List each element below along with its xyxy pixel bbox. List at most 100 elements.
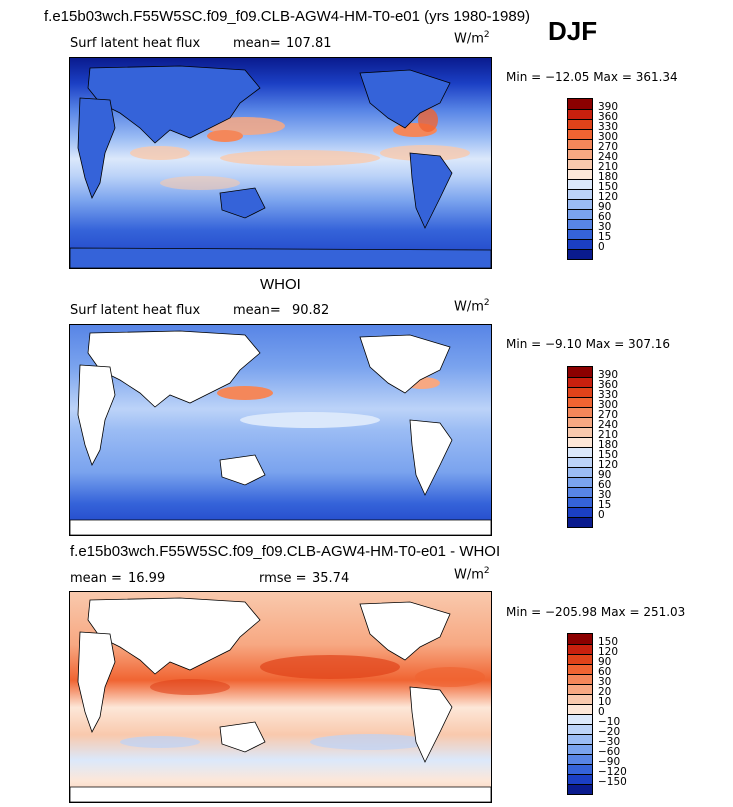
panel3-cbar-bin — [568, 664, 592, 674]
panel2-variable: Surf latent heat flux — [70, 303, 201, 318]
panel1-cbar-bin — [568, 119, 592, 129]
panel1-cbar-bin — [568, 219, 592, 229]
panel3-map — [69, 591, 492, 803]
panel3-cbar-tick: −90 — [598, 756, 621, 768]
panel2-minmax: Min = −9.10 Max = 307.16 — [506, 337, 671, 351]
panel3-cbar-tick: −10 — [598, 716, 621, 728]
panel3-cbar-bin — [568, 654, 592, 664]
panel2-cbar-tick: 300 — [598, 399, 619, 411]
panel2-cbar-tick: 150 — [598, 449, 619, 461]
panel1-variable: Surf latent heat flux — [70, 36, 201, 51]
panel1-cbar-tick: 150 — [598, 181, 619, 193]
panel2-cbar-bin — [568, 457, 592, 467]
panel2-units: W/m2 — [454, 298, 490, 315]
panel3-mean-value: 16.99 — [128, 571, 166, 586]
panel2-cbar-tick: 360 — [598, 379, 619, 391]
panel3-cbar-tick: −20 — [598, 726, 621, 738]
panel2-cbar-bin — [568, 407, 592, 417]
panel2-map-svg — [70, 325, 491, 535]
panel2-cbar-bin — [568, 417, 592, 427]
panel3-cbar-bin — [568, 714, 592, 724]
panel3-minmax: Min = −205.98 Max = 251.03 — [506, 605, 686, 619]
panel3-cbar-bin — [568, 784, 592, 794]
panel3-cbar-bin — [568, 644, 592, 654]
panel3-cbar-tick: −30 — [598, 736, 621, 748]
panel2-cbar-bin — [568, 517, 592, 527]
panel3-cbar-bin — [568, 774, 592, 784]
panel3-map-svg — [70, 592, 491, 802]
panel3-cbar-tick: 90 — [598, 656, 612, 668]
panel1-minmax: Min = −12.05 Max = 361.34 — [506, 70, 678, 84]
panel1-cbar-bin — [568, 169, 592, 179]
panel2-cbar-tick: 15 — [598, 499, 612, 511]
panel3-cbar-tick: 120 — [598, 646, 619, 658]
panel3-cbar-tick: −150 — [598, 776, 627, 788]
season-label: DJF — [548, 16, 598, 46]
panel1-cbar-tick: 270 — [598, 141, 619, 153]
panel1-colorbar — [567, 98, 593, 260]
panel1-cbar-bin — [568, 179, 592, 189]
panel2-cbar-bin — [568, 427, 592, 437]
panel1-cbar-tick: 330 — [598, 121, 619, 133]
panel2-cbar-tick: 330 — [598, 389, 619, 401]
panel1-cbar-tick: 0 — [598, 241, 605, 253]
panel1-cbar-bin — [568, 149, 592, 159]
panel1-cbar-bin — [568, 99, 592, 109]
panel1-mean-label: mean= — [233, 36, 281, 51]
panel2-cbar-tick: 180 — [598, 439, 619, 451]
panel2-mean-value: 90.82 — [292, 303, 330, 318]
panel1-cbar-bin — [568, 189, 592, 199]
panel3-cbar-tick: −120 — [598, 766, 627, 778]
panel2-cbar-bin — [568, 477, 592, 487]
panel1-mean-value: 107.81 — [286, 36, 332, 51]
panel1-cbar-bin — [568, 109, 592, 119]
panel1-cbar-tick: 120 — [598, 191, 619, 203]
panel2-cbar-tick: 0 — [598, 509, 605, 521]
panel3-cbar-tick: 0 — [598, 706, 605, 718]
panel2-cbar-bin — [568, 377, 592, 387]
panel1-units: W/m2 — [454, 30, 490, 47]
panel2-cbar-tick: 120 — [598, 459, 619, 471]
panel2-cbar-tick: 390 — [598, 369, 619, 381]
panel2-cbar-tick: 240 — [598, 419, 619, 431]
panel2-cbar-bin — [568, 497, 592, 507]
panel3-cbar-bin — [568, 704, 592, 714]
panel2-colorbar — [567, 366, 593, 528]
panel1-cbar-bin — [568, 209, 592, 219]
panel1-cbar-tick: 210 — [598, 161, 619, 173]
panel3-cbar-tick: 60 — [598, 666, 612, 678]
panel2-cbar-bin — [568, 487, 592, 497]
panel1-cbar-tick: 30 — [598, 221, 612, 233]
panel1-cbar-bin — [568, 239, 592, 249]
panel3-cbar-tick: 150 — [598, 636, 619, 648]
panel3-colorbar — [567, 633, 593, 795]
panel1-cbar-tick: 180 — [598, 171, 619, 183]
panel1-cbar-tick: 60 — [598, 211, 612, 223]
panel2-mean-label: mean= — [233, 303, 281, 318]
panel2-subtitle: WHOI — [260, 276, 301, 293]
panel3-rmse-label: rmse = — [259, 571, 307, 586]
panel1-cbar-bin — [568, 249, 592, 259]
panel2-cbar-tick: 210 — [598, 429, 619, 441]
panel2-cbar-tick: 270 — [598, 409, 619, 421]
panel3-cbar-tick: 30 — [598, 676, 612, 688]
panel3-rmse-value: 35.74 — [312, 571, 350, 586]
panel2-cbar-bin — [568, 367, 592, 377]
panel3-cbar-bin — [568, 674, 592, 684]
panel3-cbar-tick: −60 — [598, 746, 621, 758]
panel1-cbar-bin — [568, 229, 592, 239]
panel2-cbar-bin — [568, 467, 592, 477]
panel2-cbar-bin — [568, 387, 592, 397]
panel3-subtitle: f.e15b03wch.F55W5SC.f09_f09.CLB-AGW4-HM-… — [70, 543, 501, 560]
panel3-cbar-bin — [568, 694, 592, 704]
panel1-cbar-tick: 90 — [598, 201, 612, 213]
plot-title: f.e15b03wch.F55W5SC.f09_f09.CLB-AGW4-HM-… — [44, 8, 531, 25]
panel3-cbar-bin — [568, 684, 592, 694]
panel1-cbar-tick: 240 — [598, 151, 619, 163]
panel2-cbar-bin — [568, 447, 592, 457]
panel1-map — [69, 57, 492, 269]
panel3-mean-label: mean = — [70, 571, 122, 586]
panel3-cbar-bin — [568, 634, 592, 644]
panel1-cbar-tick: 360 — [598, 111, 619, 123]
panel3-cbar-bin — [568, 754, 592, 764]
